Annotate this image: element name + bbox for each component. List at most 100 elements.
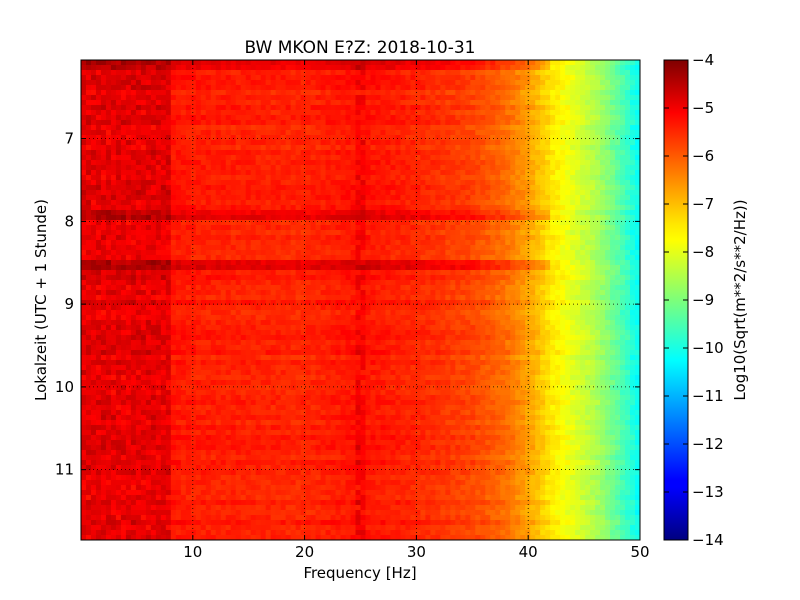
heatmap-cell (210, 125, 217, 131)
heatmap-cell (220, 200, 227, 206)
heatmap-cell (260, 270, 267, 276)
heatmap-cell (175, 200, 182, 206)
heatmap-cell (340, 190, 347, 196)
heatmap-cell (600, 90, 606, 96)
heatmap-cell (400, 70, 407, 76)
heatmap-cell (590, 245, 596, 251)
heatmap-cell (600, 80, 606, 86)
heatmap-cell (85, 265, 92, 271)
heatmap-cell (190, 115, 197, 121)
heatmap-cell (565, 170, 571, 176)
heatmap-cell (155, 100, 162, 106)
heatmap-cell (170, 220, 177, 226)
heatmap-cell (375, 250, 382, 256)
heatmap-cell (560, 190, 566, 196)
heatmap-cell (475, 255, 481, 261)
heatmap-cell (470, 75, 476, 81)
heatmap-cell (290, 220, 297, 226)
heatmap-cell (415, 175, 421, 181)
heatmap-cell (505, 255, 511, 261)
heatmap-cell (560, 225, 566, 231)
heatmap-cell (575, 100, 581, 106)
heatmap-cell (285, 180, 292, 186)
heatmap-cell (380, 165, 387, 171)
heatmap-cell (480, 115, 486, 121)
heatmap-cell (485, 210, 491, 216)
heatmap-cell (130, 110, 137, 116)
heatmap-cell (445, 120, 451, 126)
heatmap-cell (160, 210, 167, 216)
heatmap-cell (355, 150, 362, 156)
heatmap-cell (360, 155, 367, 161)
heatmap-cell (535, 105, 541, 111)
heatmap-cell (190, 220, 197, 226)
heatmap-cell (385, 265, 392, 271)
heatmap-cell (340, 140, 347, 146)
heatmap-cell (155, 80, 162, 86)
heatmap-cell (135, 125, 142, 131)
heatmap-cell (450, 60, 456, 66)
heatmap-cell (255, 110, 262, 116)
heatmap-cell (380, 215, 387, 221)
heatmap-cell (305, 180, 312, 186)
heatmap-cell (275, 220, 282, 226)
heatmap-cell (305, 240, 312, 246)
heatmap-cell (120, 65, 127, 71)
heatmap-cell (515, 75, 521, 81)
heatmap-cell (235, 255, 242, 261)
heatmap-cell (425, 275, 431, 281)
heatmap-cell (170, 205, 177, 211)
heatmap-cell (505, 190, 511, 196)
heatmap-cell (500, 140, 506, 146)
heatmap-cell (510, 175, 516, 181)
heatmap-cell (310, 245, 317, 251)
heatmap-cell (515, 60, 521, 66)
heatmap-cell (505, 125, 511, 131)
heatmap-cell (355, 190, 362, 196)
heatmap-cell (180, 110, 187, 116)
heatmap-cell (605, 70, 611, 76)
heatmap-cell (85, 250, 92, 256)
heatmap-cell (145, 140, 152, 146)
heatmap-cell (310, 95, 317, 101)
heatmap-cell (375, 130, 382, 136)
heatmap-cell (210, 105, 217, 111)
heatmap-cell (600, 60, 606, 66)
heatmap-cell (205, 80, 212, 86)
heatmap-cell (430, 60, 436, 66)
heatmap-cell (275, 70, 282, 76)
heatmap-cell (345, 125, 352, 131)
heatmap-cell (195, 205, 202, 211)
heatmap-cell (225, 75, 232, 81)
heatmap-cell (465, 105, 471, 111)
heatmap-cell (240, 280, 247, 286)
heatmap-cell (260, 180, 267, 186)
heatmap-cell (615, 120, 621, 126)
heatmap-cell (225, 250, 232, 256)
heatmap-cell (265, 190, 272, 196)
heatmap-cell (285, 265, 292, 271)
heatmap-cell (310, 85, 317, 91)
heatmap-cell (135, 145, 142, 151)
heatmap-cell (135, 100, 142, 106)
heatmap-cell (130, 175, 137, 181)
heatmap-cell (550, 145, 556, 151)
heatmap-cell (85, 230, 92, 236)
heatmap-cell (375, 205, 382, 211)
heatmap-cell (480, 145, 486, 151)
heatmap-cell (395, 80, 402, 86)
heatmap-cell (115, 190, 122, 196)
heatmap-cell (430, 85, 436, 91)
heatmap-cell (325, 260, 332, 266)
heatmap-cell (305, 165, 312, 171)
heatmap-cell (345, 60, 352, 66)
heatmap-cell (430, 160, 436, 166)
heatmap-cell (370, 140, 377, 146)
heatmap-cell (575, 155, 581, 161)
heatmap-cell (100, 140, 107, 146)
heatmap-cell (130, 60, 137, 66)
heatmap-cell (485, 250, 491, 256)
heatmap-cell (85, 145, 92, 151)
heatmap-cell (240, 275, 247, 281)
heatmap-cell (405, 110, 412, 116)
